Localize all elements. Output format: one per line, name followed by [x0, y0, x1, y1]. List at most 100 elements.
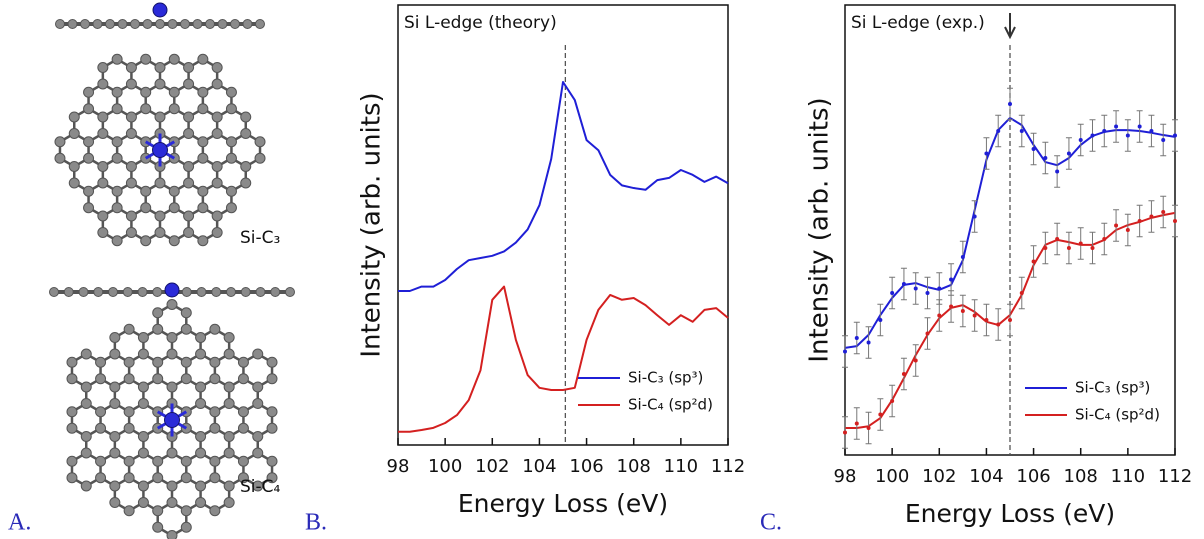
panel-label: A.	[8, 510, 31, 536]
atom	[237, 406, 249, 418]
atom	[230, 19, 240, 29]
si-atom	[164, 282, 180, 298]
x-axis-label: Energy Loss (eV)	[458, 489, 668, 518]
data-point	[843, 430, 847, 435]
atom	[225, 185, 237, 197]
atom	[68, 177, 80, 189]
atom	[209, 406, 221, 418]
atom	[137, 348, 149, 360]
atom	[183, 227, 195, 238]
atom	[168, 202, 180, 214]
atom	[209, 455, 221, 467]
x-tick-label: 106	[1016, 466, 1050, 487]
data-point	[1019, 291, 1024, 295]
atom	[105, 19, 115, 29]
data-point	[1043, 156, 1048, 160]
x-tick-label: 104	[969, 466, 1003, 487]
data-point	[1066, 151, 1071, 156]
atom	[140, 53, 152, 65]
atom	[137, 381, 149, 393]
atom	[137, 287, 148, 297]
atom	[223, 348, 235, 360]
atom	[109, 332, 121, 343]
data-point	[925, 291, 930, 295]
atom	[80, 381, 92, 393]
atom	[142, 19, 153, 29]
atom	[111, 235, 123, 247]
data-point	[1008, 318, 1012, 322]
atom	[125, 227, 137, 238]
atom	[97, 227, 109, 238]
atom	[117, 19, 128, 29]
atom	[83, 185, 95, 197]
atom	[123, 406, 135, 418]
atom	[166, 447, 178, 459]
atom	[125, 128, 137, 139]
atom	[254, 136, 266, 148]
data-point	[1055, 237, 1060, 241]
data-point	[1137, 124, 1142, 129]
atom	[180, 373, 192, 385]
data-point	[913, 358, 918, 363]
atom	[223, 431, 235, 442]
atom	[166, 381, 178, 393]
atom	[152, 287, 163, 297]
atom	[180, 356, 192, 368]
atom	[266, 373, 278, 385]
atom	[154, 111, 166, 123]
atom	[80, 19, 90, 29]
atom	[66, 406, 78, 418]
atom	[95, 422, 107, 434]
atom	[237, 356, 249, 368]
atom	[97, 177, 109, 189]
atom	[196, 287, 207, 297]
data-point	[984, 151, 989, 156]
data-point	[1031, 147, 1036, 151]
atom	[237, 373, 249, 385]
data-point	[1137, 219, 1142, 223]
plot-frame	[397, 4, 729, 446]
atom	[95, 472, 107, 484]
atom	[137, 480, 149, 492]
atom	[266, 455, 278, 467]
x-tick-label: 104	[522, 456, 556, 477]
atom	[92, 19, 103, 29]
atom	[111, 86, 123, 98]
atom	[95, 356, 107, 368]
atom	[252, 431, 264, 442]
data-point	[949, 304, 954, 309]
data-point	[925, 331, 930, 336]
atom	[180, 19, 190, 29]
atom	[154, 78, 166, 90]
x-tick-label: 102	[922, 466, 956, 487]
atom	[123, 422, 135, 434]
atom	[209, 422, 221, 434]
atom	[137, 398, 149, 409]
atom	[111, 185, 123, 197]
atom	[93, 287, 104, 297]
atom	[140, 86, 152, 98]
atom	[97, 78, 109, 90]
atom	[166, 348, 178, 360]
atom	[83, 152, 95, 164]
data-point	[890, 399, 895, 403]
si-atom	[152, 142, 168, 158]
data-point	[1078, 241, 1083, 246]
atom	[223, 447, 235, 459]
atom	[183, 210, 195, 222]
atom	[125, 78, 137, 90]
atom	[223, 332, 235, 343]
atom	[252, 398, 264, 409]
chart-title: Si L-edge (theory)	[404, 13, 557, 33]
data-point	[937, 313, 942, 318]
atom	[109, 381, 121, 393]
atom	[223, 480, 235, 492]
x-tick-label: 100	[428, 456, 462, 477]
data-point	[1161, 138, 1166, 142]
atom	[237, 422, 249, 434]
atom	[111, 202, 123, 214]
atom	[237, 472, 249, 484]
y-axis-label: Intensity (arb. units)	[357, 92, 387, 357]
atom	[225, 152, 237, 164]
data-point	[1078, 138, 1083, 142]
